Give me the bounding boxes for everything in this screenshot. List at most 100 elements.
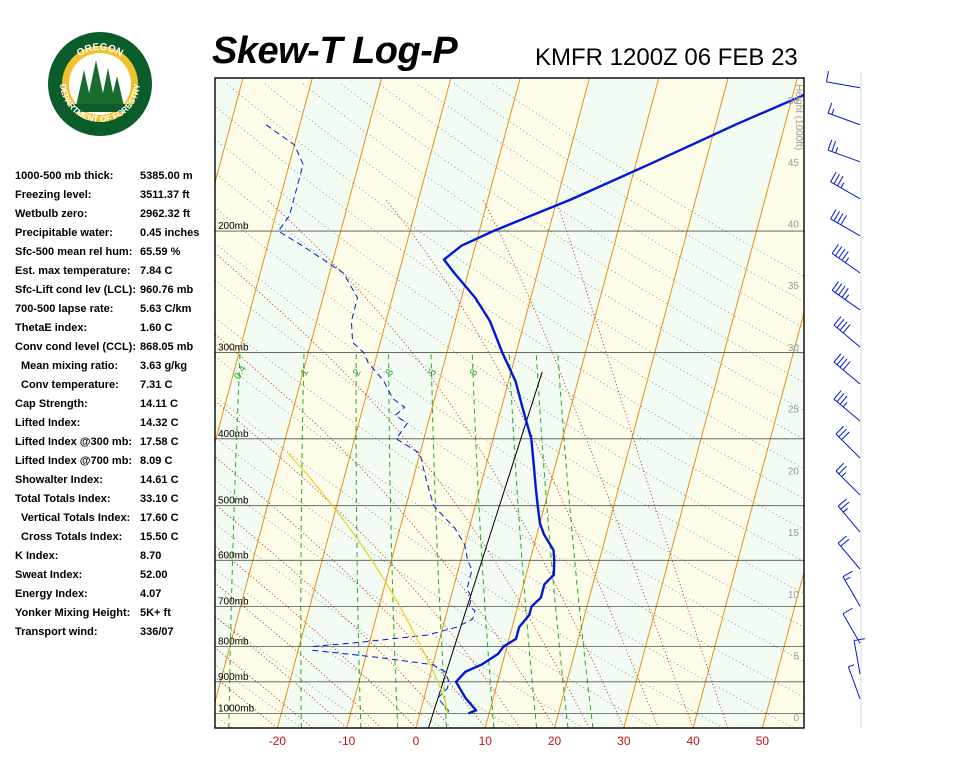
wind-barb-half-flag xyxy=(841,472,847,478)
temperature-band xyxy=(0,78,104,728)
height-tick-label: 0 xyxy=(793,713,799,724)
temperature-band xyxy=(215,78,243,183)
index-label: K Index: xyxy=(15,550,59,562)
temperature-tick-label: 50 xyxy=(756,734,770,748)
wind-barb-flag xyxy=(841,250,849,261)
wind-barb xyxy=(827,102,861,126)
dry-adiabat-line xyxy=(215,172,804,562)
wind-barb-flag xyxy=(835,283,843,294)
mixing-ratio-line xyxy=(430,352,448,728)
mixing-ratio-line xyxy=(178,353,195,728)
wind-barb-staff xyxy=(826,81,861,89)
isotherm-line xyxy=(761,570,804,728)
index-label: Cross Totals Index: xyxy=(21,531,123,543)
wind-barb xyxy=(831,281,861,311)
index-label: Sfc-Lift cond lev (LCL): xyxy=(15,284,136,296)
wind-barb xyxy=(842,570,861,607)
wind-barb-flag xyxy=(840,501,850,510)
wind-barb-flag xyxy=(842,361,851,371)
index-value: 2962.32 ft xyxy=(140,208,191,220)
index-value: 15.50 C xyxy=(140,531,179,543)
temperature-tick-label: 0 xyxy=(413,734,420,748)
index-row: Yonker Mixing Height: 5K+ ft xyxy=(15,605,215,624)
index-row: K Index: 8.70 xyxy=(15,548,215,567)
isotherm-line xyxy=(215,78,383,704)
wind-barb-flag xyxy=(831,281,839,291)
index-value: 5385.00 m xyxy=(140,170,193,182)
wind-barb-staff xyxy=(842,613,861,644)
wind-barb-flag xyxy=(836,355,845,366)
temperature-band xyxy=(0,78,174,728)
isotherm-line xyxy=(346,78,521,728)
dewpoint-profile-line xyxy=(265,123,476,714)
isotherm-line xyxy=(415,78,590,728)
height-tick-label: 30 xyxy=(788,343,800,354)
index-value: 52.00 xyxy=(140,569,168,581)
wind-barb xyxy=(831,244,861,274)
index-row: 700-500 lapse rate: 5.63 C/km xyxy=(15,301,215,320)
wind-barb-flag xyxy=(842,570,853,578)
wind-barb-flag xyxy=(838,248,846,259)
index-value: 336/07 xyxy=(140,626,174,638)
index-row: Total Totals Index: 33.10 C xyxy=(15,491,215,510)
wind-barb-half-flag xyxy=(844,294,850,300)
index-label: Mean mixing ratio: xyxy=(21,360,119,372)
temperature-tick-label: 10 xyxy=(479,734,493,748)
wind-barb-flag xyxy=(833,390,842,400)
mixing-ratio-label: 1 xyxy=(299,367,312,378)
stability-indices-table: 1000-500 mb thick: 5385.00 m Freezing leve… xyxy=(15,168,215,643)
wind-barb-flag xyxy=(835,246,843,256)
index-value: 960.76 mb xyxy=(140,284,194,296)
index-row: Wetbulb zero: 2962.32 ft xyxy=(15,206,215,225)
wind-barb-staff xyxy=(827,112,861,126)
dry-adiabat-line xyxy=(215,479,584,728)
wind-barb-staff xyxy=(835,470,861,496)
index-label: Vertical Totals Index: xyxy=(21,512,131,524)
wind-barb-flag xyxy=(826,70,829,82)
temperature-band xyxy=(215,78,451,728)
wind-barb-flag xyxy=(854,638,866,642)
index-label: Sweat Index: xyxy=(15,569,83,581)
temperature-band xyxy=(346,78,590,728)
mixing-ratio-line xyxy=(355,352,362,728)
wind-barb xyxy=(833,316,861,348)
dry-adiabat-line xyxy=(215,355,795,728)
isotherm-line xyxy=(832,78,960,728)
wind-barb xyxy=(830,172,861,200)
isotherm-line xyxy=(623,78,798,728)
wind-barb-flag xyxy=(835,462,845,472)
height-tick-label: 25 xyxy=(788,405,800,416)
page-title: Skew-T Log-P xyxy=(212,30,458,72)
wind-barb xyxy=(826,70,861,89)
wind-barb-flag xyxy=(833,211,840,222)
index-value: 7.84 C xyxy=(140,265,173,277)
temperature-band xyxy=(554,78,798,728)
index-value: 3511.37 ft xyxy=(140,189,190,201)
wind-barb xyxy=(842,607,861,644)
station-time-label: KMFR 1200Z 06 FEB 23 xyxy=(535,44,798,71)
isotherm-line xyxy=(215,78,313,445)
wind-barb xyxy=(853,638,866,675)
mixing-ratio-line xyxy=(300,352,305,728)
wind-barb-staff xyxy=(831,252,861,274)
dry-adiabat-line xyxy=(215,316,804,698)
temperature-tick-label: 40 xyxy=(686,734,700,748)
index-row: Vertical Totals Index: 17.60 C xyxy=(15,510,215,529)
wind-barb xyxy=(833,353,861,385)
pressure-label: 400mb xyxy=(218,429,249,440)
index-value: 3.63 g/kg xyxy=(140,360,188,372)
index-value: 5.63 C/km xyxy=(140,303,192,315)
dry-adiabat-line xyxy=(215,615,373,728)
temperature-tick-label: 20 xyxy=(548,734,562,748)
index-row: Energy Index: 4.07 xyxy=(15,586,215,605)
index-label: Est. max temperature: xyxy=(15,265,131,277)
index-label: ThetaE index: xyxy=(15,322,88,334)
wind-barb-staff xyxy=(827,149,861,163)
index-row: Transport wind: 336/07 xyxy=(15,624,215,643)
index-value: 0.45 inches xyxy=(140,227,200,239)
oregon-forestry-logo: OREGON DEPARTMENT OF FORESTRY xyxy=(46,30,154,138)
index-value: 14.32 C xyxy=(140,417,179,429)
pressure-label: 500mb xyxy=(218,496,249,507)
wind-barb-flag xyxy=(839,395,848,405)
